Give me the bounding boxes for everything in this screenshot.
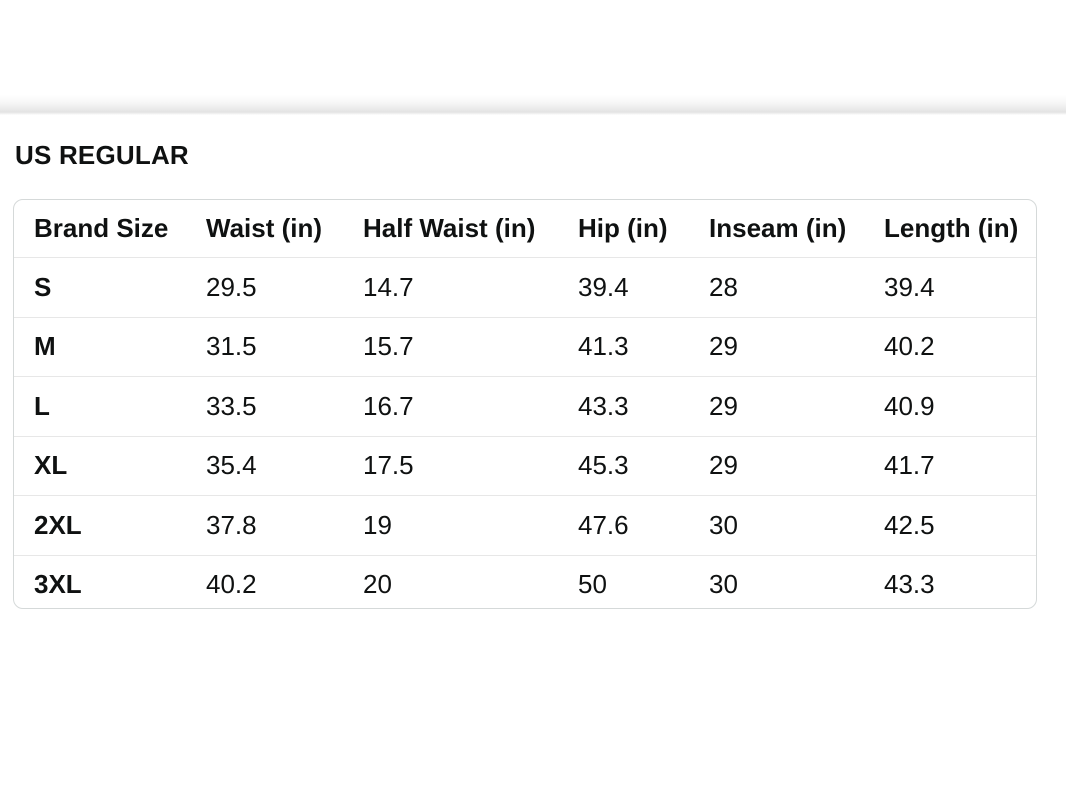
cell-hip: 43.3 (578, 376, 709, 436)
cell-hip: 47.6 (578, 495, 709, 555)
table-row: 2XL 37.8 19 47.6 30 42.5 (14, 495, 1036, 555)
cell-waist: 33.5 (206, 376, 363, 436)
column-header-half-waist: Half Waist (in) (363, 213, 536, 243)
cell-waist: 35.4 (206, 435, 363, 496)
size-chart-card: Brand Size Waist (in) Half Waist (in) Hi… (13, 199, 1037, 609)
cell-length: 40.2 (884, 316, 1036, 377)
table-row: S 29.5 14.7 39.4 28 39.4 (14, 257, 1036, 317)
section-title: US REGULAR (15, 140, 189, 170)
cell-half-waist: 14.7 (363, 257, 578, 317)
cell-length: 40.9 (884, 376, 1036, 436)
cell-brand-size: 2XL (14, 495, 206, 555)
header-row: Brand Size Waist (in) Half Waist (in) Hi… (14, 200, 1036, 258)
cell-brand-size: 3XL (14, 554, 206, 608)
cell-brand-size: M (14, 316, 206, 377)
cell-brand-size: L (14, 376, 206, 436)
cell-waist: 40.2 (206, 554, 363, 608)
size-chart-table: Brand Size Waist (in) Half Waist (in) Hi… (14, 200, 1036, 608)
table-row: XL 35.4 17.5 45.3 29 41.7 (14, 435, 1036, 496)
cell-hip: 50 (578, 554, 709, 608)
cell-inseam: 30 (709, 495, 884, 555)
table-row: M 31.5 15.7 41.3 29 40.2 (14, 316, 1036, 377)
cell-half-waist: 19 (363, 495, 578, 555)
cell-length: 41.7 (884, 435, 1036, 496)
cell-length: 39.4 (884, 257, 1036, 317)
cell-waist: 37.8 (206, 495, 363, 555)
cell-inseam: 29 (709, 435, 884, 496)
cell-inseam: 29 (709, 316, 884, 377)
cell-hip: 39.4 (578, 257, 709, 317)
column-header-waist: Waist (in) (206, 213, 323, 243)
cell-half-waist: 15.7 (363, 316, 578, 377)
table-body: S 29.5 14.7 39.4 28 39.4 M 31.5 15.7 41.… (14, 257, 1036, 608)
cell-hip: 45.3 (578, 435, 709, 496)
cell-half-waist: 16.7 (363, 376, 578, 436)
cell-length: 43.3 (884, 554, 1036, 608)
sticky-header-shadow (0, 95, 1066, 115)
table-row: 3XL 40.2 20 50 30 43.3 (14, 554, 1036, 608)
column-header-length: Length (in) (884, 213, 1019, 243)
cell-brand-size: S (14, 257, 206, 317)
cell-half-waist: 17.5 (363, 435, 578, 496)
cell-waist: 29.5 (206, 257, 363, 317)
cell-brand-size: XL (14, 435, 206, 496)
cell-inseam: 29 (709, 376, 884, 436)
cell-hip: 41.3 (578, 316, 709, 377)
column-header-hip: Hip (in) (578, 213, 668, 243)
table-row: L 33.5 16.7 43.3 29 40.9 (14, 376, 1036, 436)
column-header-inseam: Inseam (in) (709, 213, 847, 243)
cell-inseam: 30 (709, 554, 884, 608)
cell-inseam: 28 (709, 257, 884, 317)
column-header-brand-size: Brand Size (34, 213, 169, 243)
table-header: Brand Size Waist (in) Half Waist (in) Hi… (14, 200, 1036, 258)
cell-half-waist: 20 (363, 554, 578, 608)
cell-waist: 31.5 (206, 316, 363, 377)
cell-length: 42.5 (884, 495, 1036, 555)
